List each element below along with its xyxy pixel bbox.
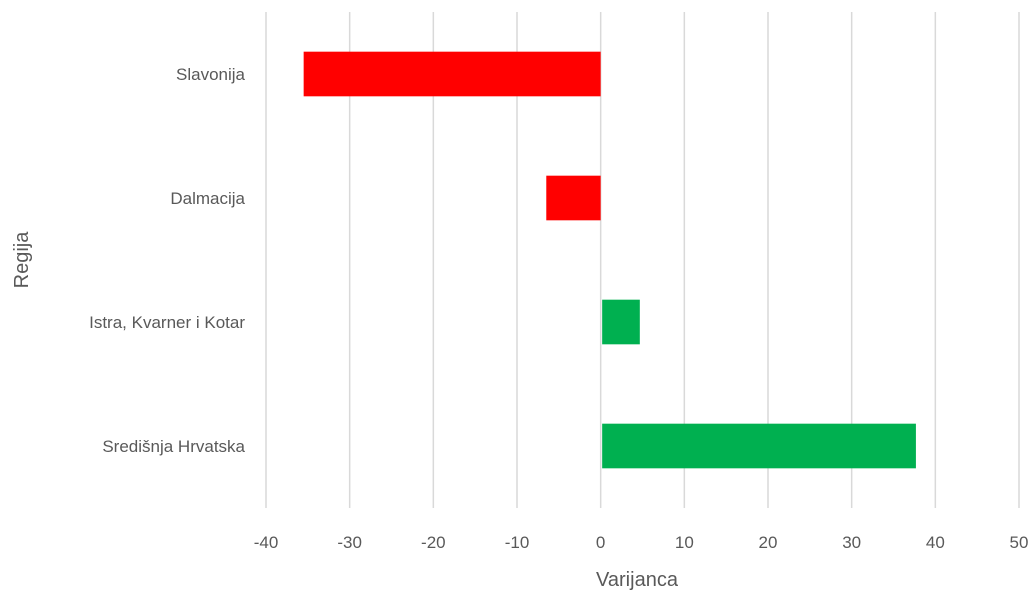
x-tick-label: -30 bbox=[337, 533, 362, 552]
category-labels: Slavonija Dalmacija Istra, Kvarner i Kotar… bbox=[89, 65, 245, 456]
x-axis-title: Varijanca bbox=[596, 569, 679, 590]
x-tick-label: 10 bbox=[675, 533, 694, 552]
bar-3 bbox=[602, 299, 640, 345]
x-tick-label: -40 bbox=[254, 533, 279, 552]
x-tick-labels: -40 -30 -20 -10 0 10 20 30 40 50 bbox=[254, 533, 1029, 552]
y-axis-title: Regija bbox=[11, 231, 33, 289]
category-label: Središnja Hrvatska bbox=[102, 437, 245, 456]
x-tick-label: 0 bbox=[596, 533, 605, 552]
x-tick-label: 40 bbox=[926, 533, 945, 552]
bar-1 bbox=[303, 51, 601, 97]
bar-4 bbox=[602, 423, 916, 469]
x-tick-label: 30 bbox=[842, 533, 861, 552]
bars bbox=[303, 51, 916, 469]
category-label: Istra, Kvarner i Kotar bbox=[89, 313, 245, 332]
x-tick-label: -10 bbox=[505, 533, 530, 552]
category-label: Slavonija bbox=[176, 65, 246, 84]
category-label: Dalmacija bbox=[170, 189, 245, 208]
x-tick-label: 20 bbox=[759, 533, 778, 552]
x-tick-label: -20 bbox=[421, 533, 446, 552]
bar-2 bbox=[546, 175, 601, 221]
x-tick-label: 50 bbox=[1010, 533, 1029, 552]
